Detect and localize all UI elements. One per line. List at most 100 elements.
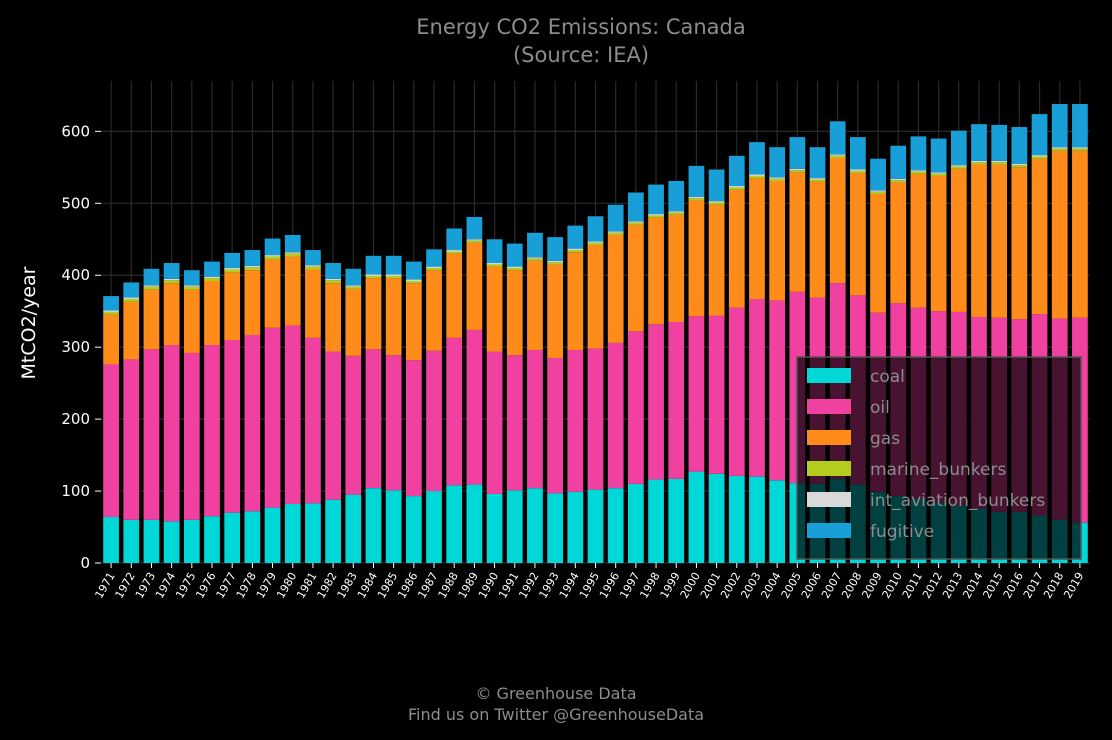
bar-int_aviation_bunkers-1972 [123,297,140,299]
bar-oil-1978 [244,334,261,512]
x-tick-label: 1977 [214,570,239,601]
legend-label-fugitive: fugitive [870,522,934,542]
bar-int_aviation_bunkers-2019 [1072,147,1088,149]
x-tick-label: 1994 [557,570,582,601]
bar-coal-1997 [627,483,644,563]
bar-coal-1979 [264,507,281,563]
bar-int_aviation_bunkers-1983 [345,285,362,287]
bar-coal-2004 [769,480,786,563]
bar-coal-1975 [183,519,200,563]
bar-marine_bunkers-2002 [728,187,745,190]
bar-fugitive-2002 [728,155,745,187]
bar-oil-1983 [345,355,362,495]
bar-oil-1997 [627,331,644,484]
x-tick-label: 2005 [779,570,804,601]
bar-marine_bunkers-1996 [607,232,624,235]
bar-gas-1986 [405,283,422,361]
bar-oil-1989 [466,329,483,485]
bar-coal-1998 [648,479,664,563]
x-tick-label: 1993 [536,570,561,601]
bar-int_aviation_bunkers-2017 [1031,155,1048,157]
bar-int_aviation_bunkers-1999 [668,211,685,213]
bar-int_aviation_bunkers-1984 [365,274,382,276]
bar-oil-1995 [587,348,604,490]
bar-coal-2001 [708,473,725,563]
bar-int_aviation_bunkers-2010 [890,178,907,181]
x-ticks: 1971197219731974197519761977197819791980… [92,563,1087,601]
legend-swatch-gas [807,430,851,445]
bar-fugitive-1990 [486,239,503,264]
x-tick-label: 2006 [799,570,824,601]
bar-marine_bunkers-1984 [365,275,382,279]
bar-fugitive-1992 [527,232,543,258]
x-tick-label: 2001 [698,570,723,601]
bar-int_aviation_bunkers-2013 [950,165,967,167]
bar-oil-1987 [426,350,442,492]
bar-coal-1995 [587,489,604,563]
bar-gas-1981 [305,269,321,338]
bar-fugitive-2015 [991,124,1008,161]
bar-int_aviation_bunkers-1998 [648,214,664,216]
bar-gas-2012 [930,175,947,312]
bar-marine_bunkers-1971 [103,311,119,315]
bar-marine_bunkers-1979 [264,256,281,260]
bar-marine_bunkers-2015 [991,162,1008,165]
bar-coal-1989 [466,484,483,563]
bar-fugitive-1995 [587,216,604,242]
y-tick-label: 0 [80,554,90,572]
bar-int_aviation_bunkers-2004 [769,177,786,179]
bar-marine_bunkers-2000 [688,198,705,201]
bar-marine_bunkers-1989 [466,240,483,243]
bar-gas-2018 [1051,150,1068,319]
bar-fugitive-1998 [648,184,664,215]
y-tick-label: 500 [61,194,90,212]
bar-marine_bunkers-1983 [345,286,362,289]
x-tick-label: 2019 [1061,570,1086,601]
legend-swatch-fugitive [807,523,851,538]
bar-gas-2005 [789,172,806,292]
bar-coal-1972 [123,519,140,563]
legend-label-gas: gas [870,429,900,449]
bar-int_aviation_bunkers-1976 [204,276,220,279]
bar-gas-2001 [708,204,725,316]
bar-marine_bunkers-1987 [426,268,442,271]
bar-int_aviation_bunkers-2018 [1051,147,1068,149]
legend-swatch-marine_bunkers [807,461,851,476]
bar-fugitive-2004 [769,147,786,178]
bar-marine_bunkers-1974 [163,280,180,284]
bar-coal-1990 [486,493,503,563]
bar-fugitive-2008 [850,137,866,170]
bar-gas-1976 [204,280,220,346]
bar-int_aviation_bunkers-1971 [103,310,119,312]
bar-gas-1997 [627,224,644,332]
bar-fugitive-2018 [1051,104,1068,148]
bar-oil-1979 [264,327,281,508]
bar-int_aviation_bunkers-2007 [829,154,846,156]
bar-gas-2008 [850,173,866,296]
bar-int_aviation_bunkers-2008 [850,169,866,171]
bar-coal-1974 [163,521,180,563]
bar-int_aviation_bunkers-1993 [547,260,564,263]
bar-fugitive-2007 [829,121,846,155]
bar-int_aviation_bunkers-1985 [385,274,402,276]
bar-fugitive-2005 [789,137,806,169]
bar-fugitive-2001 [708,169,725,202]
bar-gas-1999 [668,214,685,322]
x-tick-label: 1985 [375,570,400,601]
bar-coal-1987 [426,491,442,563]
bar-oil-1994 [567,350,584,492]
bar-gas-1977 [224,272,241,340]
bar-coal-1980 [284,504,301,563]
bar-fugitive-1982 [325,263,341,279]
bar-int_aviation_bunkers-1986 [405,279,422,281]
bar-marine_bunkers-2013 [950,166,967,169]
bar-gas-1983 [345,288,362,356]
bar-marine_bunkers-1992 [527,258,543,261]
bar-gas-1995 [587,245,604,349]
bar-marine_bunkers-2018 [1051,148,1068,151]
bar-coal-1986 [405,496,422,563]
bar-marine_bunkers-1995 [587,242,604,246]
bar-int_aviation_bunkers-1994 [567,248,584,251]
bar-int_aviation_bunkers-2001 [708,201,725,203]
bar-marine_bunkers-1977 [224,269,241,273]
